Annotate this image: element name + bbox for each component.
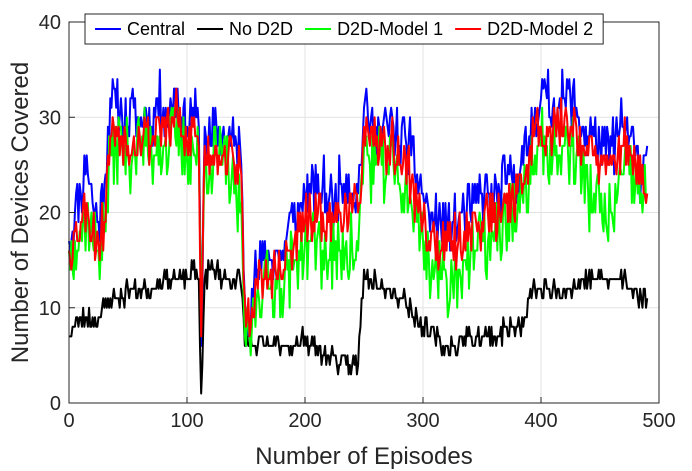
series-line-no-d2d: [69, 259, 649, 395]
series-line-d2d-model-2: [68, 87, 649, 338]
legend-box: [84, 13, 604, 45]
y-tick-label-0: 0: [50, 393, 61, 415]
y-tick-label-20: 20: [39, 203, 61, 225]
legend: Central No D2D D2D-Model 1 D2D-Model 2: [84, 13, 604, 45]
y-tick-label-10: 10: [39, 298, 61, 320]
axis-ticks: 0 100 200 300 400 500 0 10 20 30 40: [39, 12, 676, 432]
x-tick-label-0: 0: [63, 410, 74, 432]
series-group: [68, 68, 649, 395]
y-tick-label-40: 40: [39, 12, 61, 34]
x-axis-label: Number of Episodes: [255, 443, 472, 470]
x-tick-label-500: 500: [642, 410, 675, 432]
legend-label-d2d-model-1: D2D-Model 1: [337, 19, 443, 39]
x-tick-label-100: 100: [170, 410, 203, 432]
y-axis-label: Number of Devices Covered: [7, 62, 34, 363]
x-tick-label-200: 200: [288, 410, 321, 432]
legend-label-no-d2d: No D2D: [229, 19, 293, 39]
legend-label-central: Central: [127, 19, 185, 39]
x-tick-label-400: 400: [524, 410, 557, 432]
x-tick-label-300: 300: [406, 410, 439, 432]
legend-label-d2d-model-2: D2D-Model 2: [487, 19, 593, 39]
y-tick-label-30: 30: [39, 107, 61, 129]
